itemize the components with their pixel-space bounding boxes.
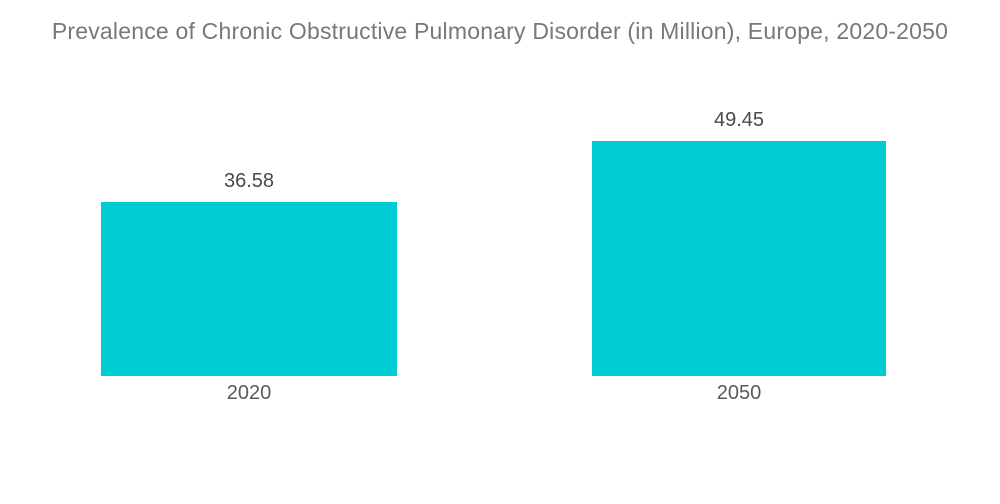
value-label-2050: 49.45 <box>713 109 765 131</box>
chart-title: Prevalence of Chronic Obstructive Pulmon… <box>51 18 949 44</box>
bar-2020 <box>101 202 397 376</box>
value-label-2020: 36.58 <box>223 170 275 192</box>
bar-2050 <box>592 141 886 376</box>
category-label-2020: 2020 <box>226 382 272 404</box>
plot-area: 36.58 49.45 <box>101 0 886 376</box>
bar-group-2050: 49.45 <box>592 0 886 376</box>
bar-group-2020: 36.58 <box>101 0 397 376</box>
category-label-2050: 2050 <box>716 382 762 404</box>
